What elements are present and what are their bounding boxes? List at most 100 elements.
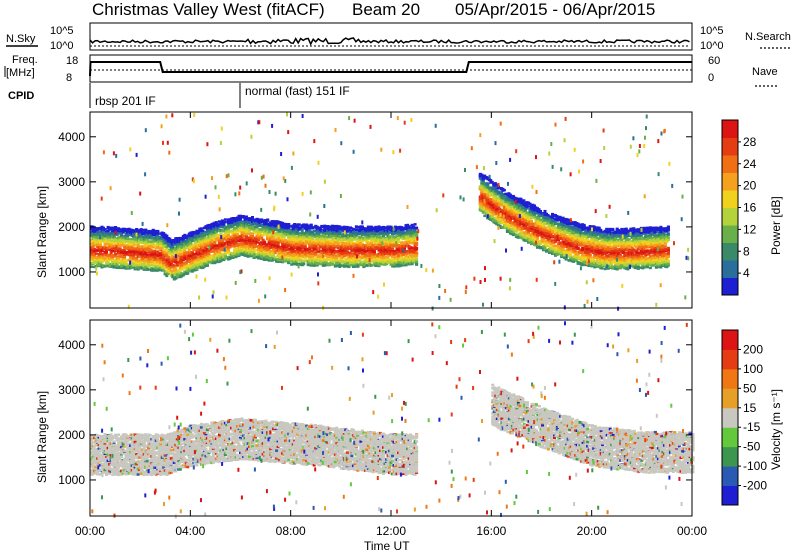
date-title: 05/Apr/2015 - 06/Apr/2015 bbox=[455, 0, 655, 19]
power-echo-cell bbox=[370, 226, 373, 229]
power-echo-cell bbox=[116, 267, 119, 270]
nave-tick-top: 60 bbox=[708, 55, 720, 67]
power-echo-cell bbox=[188, 257, 191, 260]
power-echo-cell bbox=[116, 264, 119, 267]
power-echo-cell bbox=[153, 261, 156, 264]
power-echo-cell bbox=[298, 223, 301, 226]
freq-unit-label: [MHz] bbox=[6, 67, 35, 79]
power-echo-cell bbox=[198, 252, 201, 255]
power-echo-cell bbox=[352, 228, 355, 231]
power-echo-cell bbox=[263, 241, 266, 244]
power-echo-cell bbox=[361, 257, 364, 260]
power-echo-cell bbox=[194, 256, 197, 259]
power-echo-cell bbox=[99, 246, 102, 249]
power-echo-cell bbox=[135, 262, 138, 265]
power-echo-cell bbox=[113, 266, 116, 269]
cpid-segment-1: normal (fast) 151 IF bbox=[245, 84, 350, 98]
power-echo-cell bbox=[256, 241, 259, 244]
power-echo-cell bbox=[182, 267, 185, 270]
power-echo-cell bbox=[347, 266, 350, 269]
nsky-right-tick-bottom: 10^0 bbox=[700, 40, 724, 52]
power-echo-cell bbox=[134, 238, 137, 241]
power-echo-cell bbox=[162, 258, 165, 261]
cpid-label: CPID bbox=[8, 90, 34, 102]
power-echo-layer bbox=[90, 112, 689, 310]
nsky-tick-bottom: 10^0 bbox=[50, 40, 74, 52]
power-echo-cell bbox=[224, 221, 227, 224]
power-echo-cell bbox=[179, 237, 182, 240]
power-echo-cell bbox=[177, 255, 180, 258]
power-echo-cell bbox=[224, 218, 227, 221]
power-echo-cell bbox=[349, 252, 352, 255]
power-echo-cell bbox=[310, 224, 313, 227]
power-echo-cell bbox=[329, 243, 332, 246]
power-echo-cell bbox=[192, 231, 195, 234]
power-echo-cell bbox=[373, 250, 376, 253]
power-echo-cell bbox=[138, 255, 141, 258]
station-title: Christmas Valley West (fitACF) bbox=[92, 0, 325, 19]
power-echo-cell bbox=[331, 263, 334, 266]
power-echo-cell bbox=[104, 238, 107, 241]
power-echo-cell bbox=[117, 252, 120, 255]
power-echo-cell bbox=[236, 233, 239, 236]
power-echo-cell bbox=[171, 246, 174, 249]
power-echo-cell bbox=[156, 230, 159, 233]
power-echo-cell bbox=[114, 226, 117, 229]
power-echo-cell bbox=[144, 256, 147, 258]
power-echo-cell bbox=[337, 245, 340, 248]
power-echo-cell bbox=[147, 268, 150, 271]
power-echo-cell bbox=[286, 242, 289, 245]
nsearch-label: N.Search bbox=[745, 31, 791, 43]
power-echo-cell bbox=[120, 234, 123, 237]
freq-label: Freq. bbox=[12, 54, 38, 66]
power-echo-cell bbox=[167, 256, 170, 258]
nsky-line bbox=[90, 38, 690, 44]
power-echo-cell bbox=[186, 272, 189, 275]
power-echo-cell bbox=[262, 234, 265, 237]
power-echo-cell bbox=[277, 241, 280, 244]
power-echo-cell bbox=[295, 243, 298, 246]
power-echo-cell bbox=[107, 249, 110, 252]
power-echo-cell bbox=[98, 231, 101, 234]
nsky-tick-top: 10^5 bbox=[50, 25, 74, 37]
power-echo-cell bbox=[269, 228, 272, 231]
power-echo-cell bbox=[376, 233, 379, 236]
power-echo-cell bbox=[268, 234, 271, 237]
power-echo-cell bbox=[358, 252, 361, 255]
power-echo-cell bbox=[207, 261, 210, 264]
power-echo-cell bbox=[104, 235, 107, 238]
nsky-label: N.Sky bbox=[6, 33, 36, 45]
power-echo-cell bbox=[355, 225, 358, 228]
power-echo-cell bbox=[203, 233, 206, 236]
power-echo-cell bbox=[247, 255, 250, 257]
power-echo-cell bbox=[356, 265, 359, 268]
power-echo-cell bbox=[251, 233, 254, 236]
nave-label: Nave bbox=[752, 66, 778, 78]
freq-tick-bottom: 8 bbox=[66, 72, 72, 84]
power-echo-cell bbox=[185, 247, 188, 250]
power-echo-cell bbox=[260, 237, 263, 240]
power-echo-cell bbox=[156, 235, 159, 238]
power-echo-cell bbox=[364, 234, 367, 237]
power-echo-cell bbox=[200, 227, 203, 230]
power-echo-cell bbox=[117, 257, 120, 260]
power-echo-cell bbox=[144, 229, 147, 232]
power-echo-cell bbox=[316, 259, 319, 262]
power-echo-cell bbox=[355, 229, 358, 232]
freq-tick-top: 18 bbox=[66, 55, 78, 67]
power-echo-cell bbox=[159, 254, 162, 257]
power-echo-cell bbox=[229, 246, 232, 249]
power-echo-cell bbox=[107, 262, 110, 265]
power-echo-cell bbox=[251, 216, 254, 219]
beam-title: Beam 20 bbox=[352, 0, 420, 19]
power-echo-cell bbox=[235, 241, 238, 244]
power-echo-cell bbox=[206, 265, 209, 268]
cpid-segment-0: rbsp 201 IF bbox=[95, 94, 156, 108]
power-echo-cell bbox=[304, 248, 307, 251]
power-echo-cell bbox=[307, 225, 310, 228]
power-echo-cell bbox=[358, 232, 361, 235]
power-echo-cell bbox=[260, 246, 263, 249]
power-echo-cell bbox=[235, 256, 238, 259]
power-echo-cell bbox=[96, 234, 99, 237]
